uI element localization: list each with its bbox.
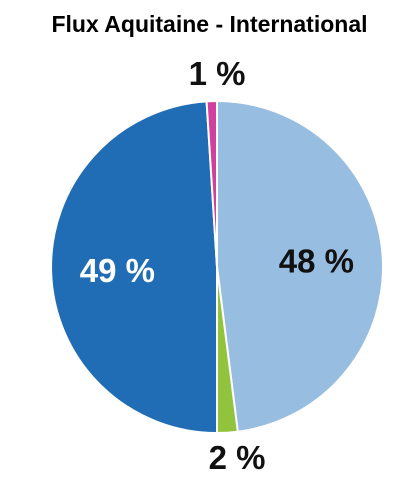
pie-slice-3 [205, 99, 218, 268]
pie-label-3: 1 % [189, 55, 246, 92]
chart-title: Flux Aquitaine - International [51, 11, 367, 37]
pie-label-0: 48 % [279, 243, 354, 280]
pie-slices [50, 99, 384, 435]
pie-label-2: 49 % [80, 252, 155, 289]
pie-slice-2 [50, 100, 218, 435]
pie-slice-0 [216, 99, 384, 433]
pie-label-1: 2 % [209, 439, 266, 476]
pie-labels: 48 % 2 % 49 % 1 % [80, 55, 354, 476]
